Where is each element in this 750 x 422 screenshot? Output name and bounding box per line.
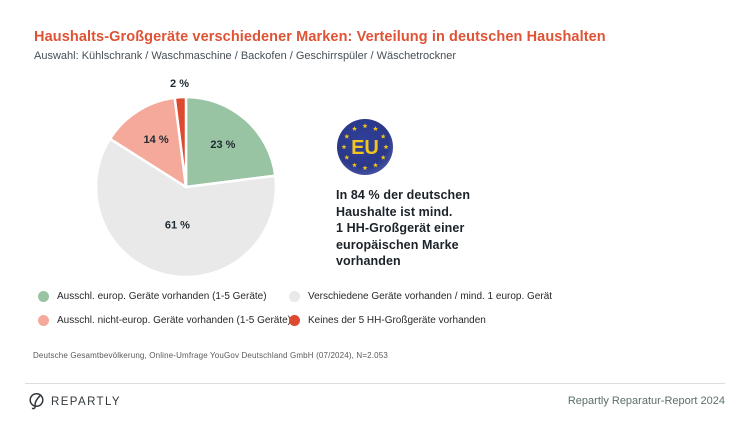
eu-star-icon	[351, 162, 358, 168]
eu-star-icon	[344, 154, 350, 160]
legend-dot-green	[38, 291, 49, 302]
eu-star-icon	[372, 162, 379, 168]
pie-slice-label-2: 14 %	[144, 134, 169, 146]
legend-item: Ausschl. nicht-europ. Geräte vorhanden (…	[38, 315, 292, 326]
legend-label: Ausschl. nicht-europ. Geräte vorhanden (…	[57, 315, 292, 326]
eu-badge-text: EU	[351, 137, 379, 159]
pie-chart: 23 % 61 % 14 % 2 %	[66, 77, 306, 297]
pie-slice-3	[173, 95, 188, 189]
brand-name: REPARTLY	[51, 396, 121, 408]
eu-star-icon	[383, 144, 389, 150]
eu-star-icon	[341, 144, 347, 150]
brand-logo: REPARTLY	[28, 392, 121, 412]
eu-star-icon	[362, 123, 368, 129]
pie-slice-0	[184, 95, 277, 189]
eu-badge-circle	[337, 119, 393, 175]
legend-item: Ausschl. europ. Geräte vorhanden (1-5 Ge…	[38, 291, 289, 302]
legend-label: Ausschl. europ. Geräte vorhanden (1-5 Ge…	[57, 291, 267, 302]
report-title: Repartly Reparatur-Report 2024	[567, 395, 725, 407]
eu-star-icon	[372, 126, 379, 131]
eu-callout-text: In 84 % der deutschen Haushalte ist mind…	[336, 188, 471, 268]
eu-flag-badge-icon: EU	[336, 118, 394, 176]
footer-divider	[25, 383, 725, 384]
eu-flag-svg: EU	[337, 119, 393, 175]
legend-label: Verschiedene Geräte vorhanden / mind. 1 …	[308, 291, 553, 302]
legend-item: Keines der 5 HH-Großgeräte vorhanden	[289, 315, 552, 326]
eu-star-icon	[380, 133, 386, 139]
legend-item: Verschiedene Geräte vorhanden / mind. 1 …	[289, 291, 552, 302]
legend-dot-salmon	[38, 315, 49, 326]
pie-slice-2	[108, 96, 188, 189]
eu-star-icon	[362, 165, 368, 171]
legend-label: Keines der 5 HH-Großgeräte vorhanden	[308, 315, 486, 326]
eu-star-icon	[344, 133, 350, 139]
legend-dot-gray	[289, 291, 300, 302]
source-note: Deutsche Gesamtbevölkerung, Online-Umfra…	[33, 351, 388, 360]
chart-legend: Ausschl. europ. Geräte vorhanden (1-5 Ge…	[38, 291, 552, 326]
eu-star-icon	[351, 126, 358, 131]
eu-star-icon	[380, 154, 386, 160]
repartly-logo-icon	[29, 392, 44, 410]
pie-slice-1	[94, 137, 278, 279]
pie-slice-label-0: 23 %	[210, 139, 235, 151]
pie-slice-label-3: 2 %	[170, 78, 189, 90]
pie-chart-svg: 23 % 61 % 14 % 2 %	[94, 78, 278, 279]
pie-slice-label-1: 61 %	[165, 220, 190, 232]
page-subtitle: Auswahl: Kühlschrank / Waschmaschine / B…	[34, 50, 457, 62]
legend-dot-red	[289, 315, 300, 326]
page-title: Haushalts-Großgeräte verschiedener Marke…	[34, 29, 606, 45]
